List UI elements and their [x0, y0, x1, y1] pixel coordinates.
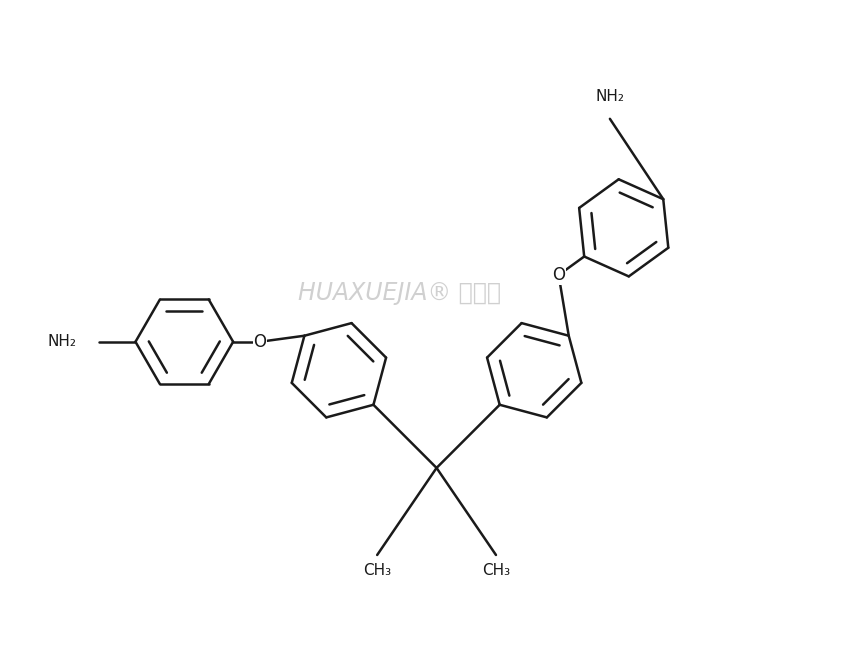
Text: HUAXUEJIA® 化学加: HUAXUEJIA® 化学加 [298, 281, 502, 305]
Text: NH₂: NH₂ [47, 334, 76, 350]
Text: NH₂: NH₂ [595, 89, 625, 104]
Text: CH₃: CH₃ [363, 563, 391, 578]
Text: CH₃: CH₃ [482, 563, 510, 578]
Text: O: O [552, 266, 565, 284]
Text: O: O [253, 333, 266, 351]
